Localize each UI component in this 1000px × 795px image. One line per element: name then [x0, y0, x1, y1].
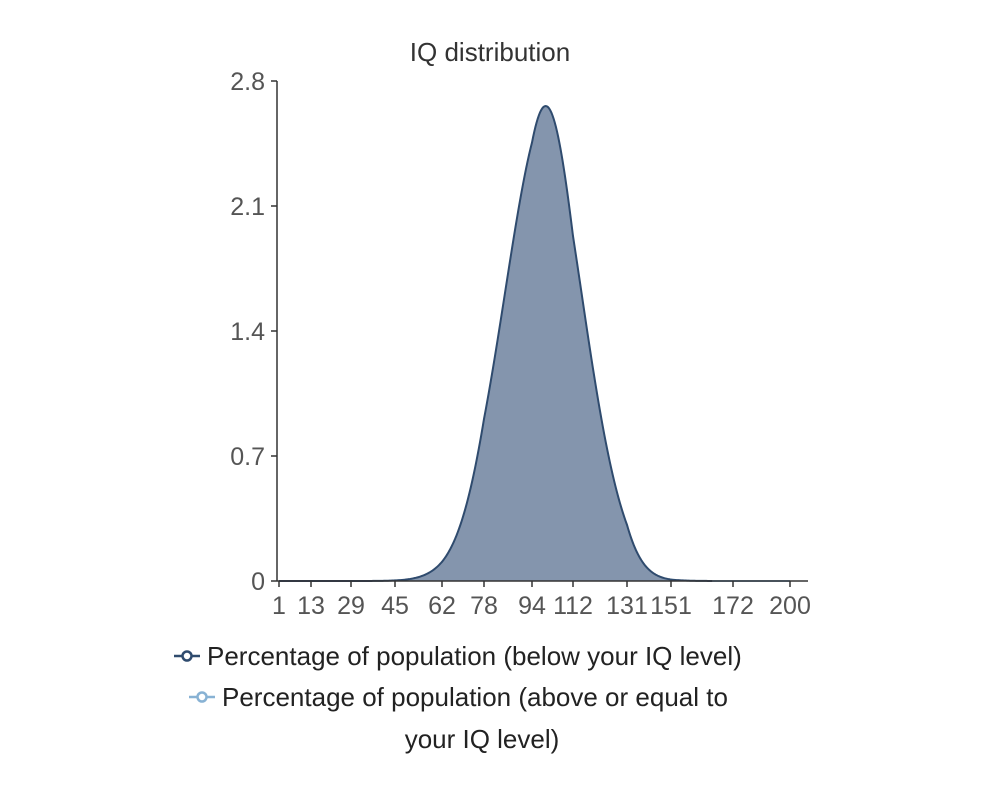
y-axis: 0 0.7 1.4 2.1 2.8 — [230, 68, 278, 596]
y-tick-label: 0.7 — [230, 443, 265, 471]
legend-label-above-line-2: your IQ level) — [405, 724, 560, 754]
x-tick-label: 172 — [712, 592, 754, 620]
chart-title: IQ distribution — [410, 37, 570, 67]
y-tick-label: 1.4 — [230, 318, 265, 346]
legend-label-below: Percentage of population (below your IQ … — [207, 641, 742, 671]
x-tick-label: 45 — [381, 592, 409, 620]
x-tick-label: 131 — [606, 592, 648, 620]
x-tick-label: 112 — [553, 592, 593, 620]
x-tick-label: 151 — [650, 592, 692, 620]
x-axis: 1 13 29 45 62 78 94 112 131 151 172 200 — [272, 580, 811, 620]
legend-item-above[interactable]: Percentage of population (above or equal… — [189, 682, 735, 754]
x-tick-label: 78 — [470, 592, 498, 620]
y-tick-label: 2.1 — [230, 193, 265, 221]
plot-area — [279, 104, 790, 582]
legend-label-above-line-1: Percentage of population (above or equal… — [222, 682, 728, 712]
area-below-iq-level — [279, 106, 713, 581]
y-tick-label: 0 — [251, 568, 265, 596]
x-tick-label: 62 — [428, 592, 456, 620]
legend-marker-circle-below — [181, 650, 193, 662]
legend-marker-circle-above — [196, 691, 208, 703]
legend-label-above: Percentage of population (above or equal… — [222, 682, 735, 754]
legend[interactable]: Percentage of population (below your IQ … — [174, 641, 742, 754]
y-tick-label: 2.8 — [230, 68, 265, 96]
x-tick-label: 13 — [297, 592, 325, 620]
x-tick-label: 29 — [337, 592, 365, 620]
legend-item-below[interactable]: Percentage of population (below your IQ … — [174, 641, 742, 671]
x-tick-label: 94 — [518, 592, 546, 620]
x-tick-label: 200 — [769, 592, 811, 620]
x-tick-label: 1 — [272, 592, 286, 620]
